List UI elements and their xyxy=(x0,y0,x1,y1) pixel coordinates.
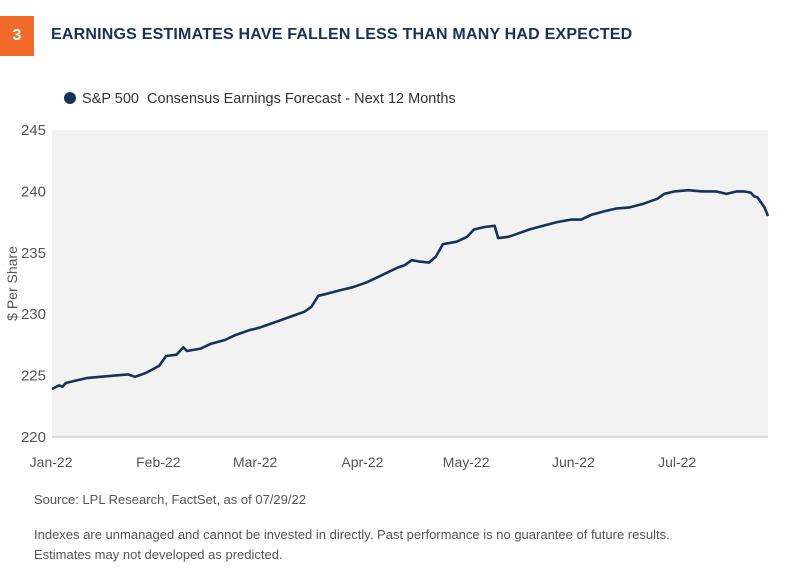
x-tick-label: Jul-22 xyxy=(658,454,696,470)
y-tick-label: 240 xyxy=(21,183,46,200)
legend-marker xyxy=(64,92,76,104)
disclaimer: Indexes are unmanaged and cannot be inve… xyxy=(34,525,784,565)
y-tick-label: 225 xyxy=(21,368,46,385)
y-tick-label: 230 xyxy=(21,306,46,323)
x-tick-label: Feb-22 xyxy=(136,454,181,470)
x-tick-label: Jan-22 xyxy=(30,454,73,470)
y-axis-label: $ Per Share xyxy=(4,246,20,321)
series-line-consensus-earnings xyxy=(51,188,770,391)
chart-title: EARNINGS ESTIMATES HAVE FALLEN LESS THAN… xyxy=(51,26,633,43)
line-chart: 220 225 230 235 240 245 Jan-22 Feb-22 Mar-22 Apr-… xyxy=(4,91,770,470)
x-tick-label: Mar-22 xyxy=(233,454,278,470)
disclaimer-line: Indexes are unmanaged and cannot be inve… xyxy=(34,527,670,542)
y-tick-label: 220 xyxy=(21,429,46,446)
figure-number-badge: 3 xyxy=(0,16,34,56)
legend-label: S&P 500 Consensus Earnings Forecast - Ne… xyxy=(82,91,456,107)
x-tick-label: Apr-22 xyxy=(341,454,383,470)
x-tick-label: Jun-22 xyxy=(552,454,595,470)
x-tick-label: May-22 xyxy=(443,454,490,470)
plot-area xyxy=(52,130,768,437)
figure-header: 3 EARNINGS ESTIMATES HAVE FALLEN LESS TH… xyxy=(0,16,799,56)
source-note: Source: LPL Research, FactSet, as of 07/… xyxy=(34,492,306,507)
y-tick-label: 235 xyxy=(21,245,46,262)
disclaimer-line: Estimates may not developed as predicted… xyxy=(34,547,283,562)
y-tick-label: 245 xyxy=(21,122,46,139)
